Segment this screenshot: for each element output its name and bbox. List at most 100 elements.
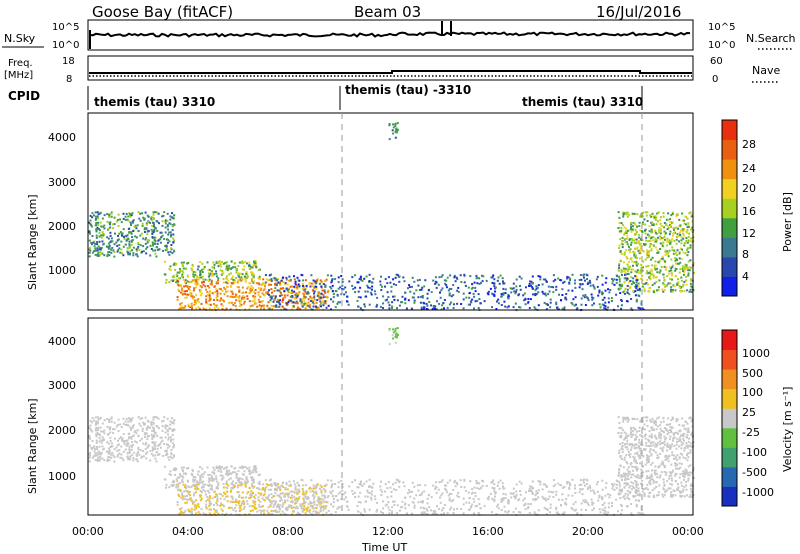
echo-cell bbox=[625, 437, 628, 439]
echo-cell bbox=[311, 490, 314, 493]
echo-cell bbox=[199, 271, 202, 274]
echo-cell bbox=[310, 502, 313, 505]
echo-cell bbox=[391, 129, 394, 132]
echo-cell bbox=[204, 285, 207, 288]
nave-tick-high: 60 bbox=[710, 56, 723, 67]
echo-cell bbox=[688, 445, 691, 448]
echo-cell bbox=[628, 245, 630, 248]
echo-cell bbox=[623, 438, 626, 441]
echo-cell bbox=[643, 218, 646, 221]
echo-cell bbox=[191, 501, 194, 504]
echo-cell bbox=[371, 281, 374, 284]
echo-cell bbox=[199, 466, 202, 468]
echo-cell bbox=[168, 253, 171, 256]
echo-cell bbox=[663, 435, 666, 438]
echo-cell bbox=[131, 441, 134, 443]
echo-cell bbox=[276, 511, 279, 514]
echo-cell bbox=[180, 510, 183, 513]
echo-cell bbox=[232, 266, 235, 269]
echo-cell bbox=[668, 444, 671, 447]
echo-cell bbox=[563, 511, 566, 514]
echo-cell bbox=[626, 434, 629, 437]
echo-cell bbox=[94, 454, 97, 457]
echo-cell bbox=[154, 457, 157, 460]
echo-cell bbox=[634, 294, 637, 297]
echo-cell bbox=[92, 241, 95, 244]
echo-cell bbox=[467, 508, 470, 511]
echo-cell bbox=[649, 448, 652, 451]
echo-cell bbox=[637, 445, 640, 448]
echo-cell bbox=[261, 497, 264, 500]
echo-cell bbox=[635, 436, 638, 439]
echo-cell bbox=[319, 484, 322, 487]
echo-cell bbox=[246, 500, 249, 503]
echo-cell bbox=[615, 281, 618, 284]
echo-cell bbox=[102, 242, 105, 245]
echo-cell bbox=[434, 487, 437, 490]
echo-cell bbox=[609, 289, 612, 291]
echo-cell bbox=[190, 510, 193, 513]
echo-cell bbox=[626, 439, 629, 442]
echo-cell bbox=[226, 471, 229, 474]
echo-cell bbox=[281, 301, 284, 303]
echo-cell bbox=[631, 264, 634, 267]
echo-cell bbox=[630, 448, 632, 451]
echo-cell bbox=[192, 480, 195, 483]
echo-cell bbox=[184, 498, 187, 501]
echo-cell bbox=[235, 268, 238, 271]
echo-cell bbox=[166, 417, 169, 420]
echo-cell bbox=[119, 436, 122, 439]
echo-cell bbox=[254, 298, 257, 301]
echo-cell bbox=[621, 490, 623, 493]
echo-cell bbox=[283, 308, 286, 311]
echo-cell bbox=[96, 247, 99, 250]
echo-cell bbox=[260, 505, 263, 508]
echo-cell bbox=[294, 280, 297, 283]
echo-cell bbox=[620, 229, 623, 232]
echo-cell bbox=[396, 299, 399, 302]
echo-cell bbox=[156, 246, 159, 249]
echo-cell bbox=[500, 293, 503, 296]
echo-cell bbox=[683, 424, 686, 427]
echo-cell bbox=[272, 510, 275, 513]
echo-cell bbox=[557, 277, 560, 280]
echo-cell bbox=[636, 247, 639, 250]
echo-cell bbox=[106, 213, 109, 216]
echo-cell bbox=[420, 307, 423, 310]
echo-cell bbox=[96, 226, 99, 229]
echo-cell bbox=[107, 442, 110, 445]
echo-cell bbox=[670, 258, 673, 261]
echo-cell bbox=[164, 219, 167, 222]
echo-cell bbox=[582, 294, 585, 297]
echo-cell bbox=[574, 286, 577, 289]
echo-cell bbox=[671, 274, 673, 277]
echo-cell bbox=[666, 433, 669, 436]
echo-cell bbox=[593, 491, 596, 494]
echo-cell bbox=[145, 428, 148, 431]
echo-cell bbox=[182, 290, 185, 293]
echo-cell bbox=[646, 438, 649, 441]
echo-cell bbox=[400, 301, 403, 304]
echo-cell bbox=[100, 451, 103, 454]
echo-cell bbox=[396, 504, 399, 507]
echo-cell bbox=[96, 446, 98, 448]
freq-label: Freq. bbox=[8, 58, 33, 69]
echo-cell bbox=[219, 288, 222, 291]
echo-cell bbox=[268, 494, 271, 497]
echo-cell bbox=[199, 294, 202, 297]
echo-cell bbox=[661, 255, 664, 258]
echo-cell bbox=[148, 239, 150, 242]
echo-cell bbox=[150, 421, 153, 423]
echo-cell bbox=[210, 270, 213, 273]
echo-cell bbox=[619, 443, 622, 446]
echo-cell bbox=[618, 244, 621, 247]
echo-cell bbox=[667, 423, 670, 426]
echo-cell bbox=[154, 249, 157, 252]
echo-cell bbox=[247, 490, 250, 493]
echo-cell bbox=[689, 282, 692, 285]
echo-cell bbox=[240, 496, 243, 499]
echo-cell bbox=[230, 506, 233, 509]
echo-cell bbox=[168, 240, 171, 243]
echo-cell bbox=[394, 130, 397, 133]
echo-cell bbox=[689, 244, 692, 247]
